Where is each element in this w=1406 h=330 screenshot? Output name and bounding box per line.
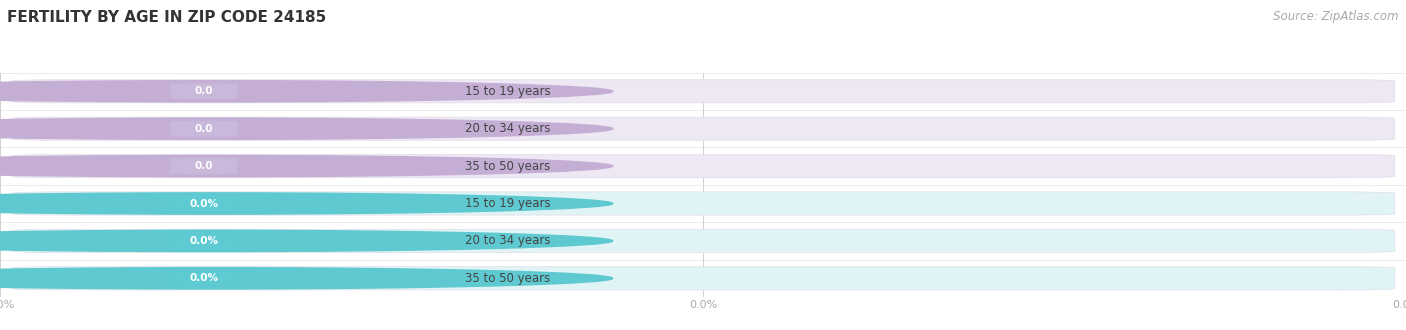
Text: 0.0: 0.0 — [194, 161, 214, 171]
Text: 0.0%: 0.0% — [190, 236, 218, 246]
Text: 20 to 34 years: 20 to 34 years — [464, 234, 550, 248]
FancyBboxPatch shape — [11, 192, 1395, 215]
Text: Source: ZipAtlas.com: Source: ZipAtlas.com — [1274, 10, 1399, 23]
FancyBboxPatch shape — [170, 83, 238, 99]
FancyBboxPatch shape — [170, 195, 238, 212]
Text: FERTILITY BY AGE IN ZIP CODE 24185: FERTILITY BY AGE IN ZIP CODE 24185 — [7, 10, 326, 25]
FancyBboxPatch shape — [170, 158, 238, 174]
FancyBboxPatch shape — [11, 229, 1395, 252]
Text: 35 to 50 years: 35 to 50 years — [464, 160, 550, 173]
Text: 0.0%: 0.0% — [190, 273, 218, 283]
Circle shape — [0, 118, 613, 139]
Circle shape — [0, 268, 613, 289]
Circle shape — [0, 81, 613, 102]
Text: 20 to 34 years: 20 to 34 years — [464, 122, 550, 135]
FancyBboxPatch shape — [11, 80, 1395, 103]
Text: 15 to 19 years: 15 to 19 years — [464, 197, 550, 210]
Circle shape — [0, 155, 613, 177]
FancyBboxPatch shape — [170, 270, 238, 286]
FancyBboxPatch shape — [11, 267, 1395, 290]
Circle shape — [0, 193, 613, 214]
Text: 0.0%: 0.0% — [190, 199, 218, 209]
Circle shape — [0, 230, 613, 251]
FancyBboxPatch shape — [170, 233, 238, 249]
Text: 0.0: 0.0 — [194, 124, 214, 134]
Text: 0.0: 0.0 — [194, 86, 214, 96]
FancyBboxPatch shape — [170, 120, 238, 137]
Text: 15 to 19 years: 15 to 19 years — [464, 85, 550, 98]
FancyBboxPatch shape — [11, 117, 1395, 140]
Text: 35 to 50 years: 35 to 50 years — [464, 272, 550, 285]
FancyBboxPatch shape — [11, 154, 1395, 178]
